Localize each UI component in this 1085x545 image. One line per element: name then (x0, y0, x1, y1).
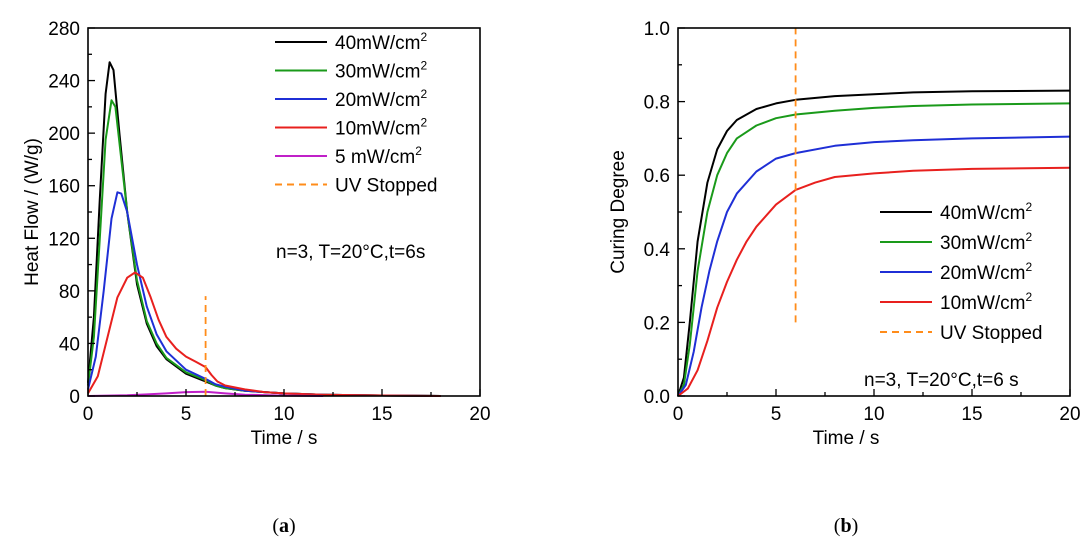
y-tick-label: 40 (59, 334, 80, 355)
x-tick-label: 5 (181, 404, 192, 425)
caption-b: (b) (834, 515, 858, 537)
series-line-3 (677, 166, 1071, 397)
series-line-2 (677, 135, 1071, 397)
legend-label-0: 40mW/cm2 (940, 200, 1033, 224)
y-tick-label: 1.0 (644, 19, 670, 40)
x-tick-label: 0 (83, 404, 94, 425)
chart-a-x-axis-label: Time / s (251, 428, 318, 449)
legend-label-2: 20mW/cm2 (335, 87, 428, 111)
chart-b-y-axis-label: Curing Degree (608, 150, 629, 274)
legend-label-3: 10mW/cm2 (335, 116, 428, 140)
y-tick-label: 0.6 (644, 166, 670, 187)
series-line-0 (677, 89, 1071, 397)
y-tick-label: 280 (48, 19, 80, 40)
legend-label-4: UV Stopped (940, 323, 1042, 344)
chart-b-x-axis-label: Time / s (813, 428, 880, 449)
y-tick-label: 0.4 (644, 240, 671, 261)
y-tick-label: 240 (48, 72, 80, 93)
legend-label-1: 30mW/cm2 (335, 59, 428, 83)
legend-label-3: 10mW/cm2 (940, 290, 1033, 314)
y-tick-label: 0 (69, 387, 80, 408)
chart-a-annotation: n=3, T=20°C,t=6s (276, 242, 425, 263)
y-tick-label: 160 (48, 177, 80, 198)
legend-label-2: 20mW/cm2 (940, 260, 1033, 284)
chart-b-ticks: 0 5 10 15 20 0.0 0.2 0.4 0.6 0.8 1.0 (644, 19, 1081, 425)
legend-label-1: 30mW/cm2 (940, 230, 1033, 254)
x-tick-label: 15 (371, 404, 392, 425)
chart-a-plot-frame (87, 27, 481, 397)
caption-a: (a) (272, 515, 295, 537)
legend-label-5: UV Stopped (335, 176, 437, 197)
x-tick-label: 15 (961, 404, 982, 425)
x-tick-label: 20 (1059, 404, 1080, 425)
series-line-0 (87, 61, 441, 397)
series-line-3 (87, 271, 441, 397)
y-tick-label: 0.8 (644, 93, 670, 114)
y-tick-label: 0.2 (644, 313, 670, 334)
chart-a-marks (87, 61, 441, 397)
y-tick-label: 200 (48, 124, 80, 145)
y-tick-label: 80 (59, 282, 80, 303)
y-tick-label: 120 (48, 229, 80, 250)
x-tick-label: 10 (863, 404, 884, 425)
chart-b-annotation: n=3, T=20°C,t=6 s (864, 370, 1019, 391)
legend-label-4: 5 mW/cm2 (335, 144, 422, 168)
x-tick-label: 5 (771, 404, 782, 425)
chart-a-legend: 40mW/cm2 30mW/cm2 20mW/cm2 10mW/cm2 5 mW/cm2… (275, 30, 437, 197)
legend-label-0: 40mW/cm2 (335, 30, 428, 54)
x-tick-label: 0 (673, 404, 684, 425)
chart-b-legend: 40mW/cm2 30mW/cm2 20mW/cm2 10mW/cm2 UV Stopp… (880, 200, 1042, 344)
y-tick-label: 0.0 (644, 387, 670, 408)
chart-a-y-axis-label: Heat Flow / (W/g) (22, 138, 43, 286)
series-line-1 (677, 102, 1071, 397)
chart-b: 0 5 10 15 20 0.0 0.2 0.4 0.6 0.8 1.0 Time / s Curi… (608, 19, 1081, 449)
x-tick-label: 20 (469, 404, 490, 425)
chart-b-marks (677, 28, 1071, 397)
x-tick-label: 10 (273, 404, 294, 425)
